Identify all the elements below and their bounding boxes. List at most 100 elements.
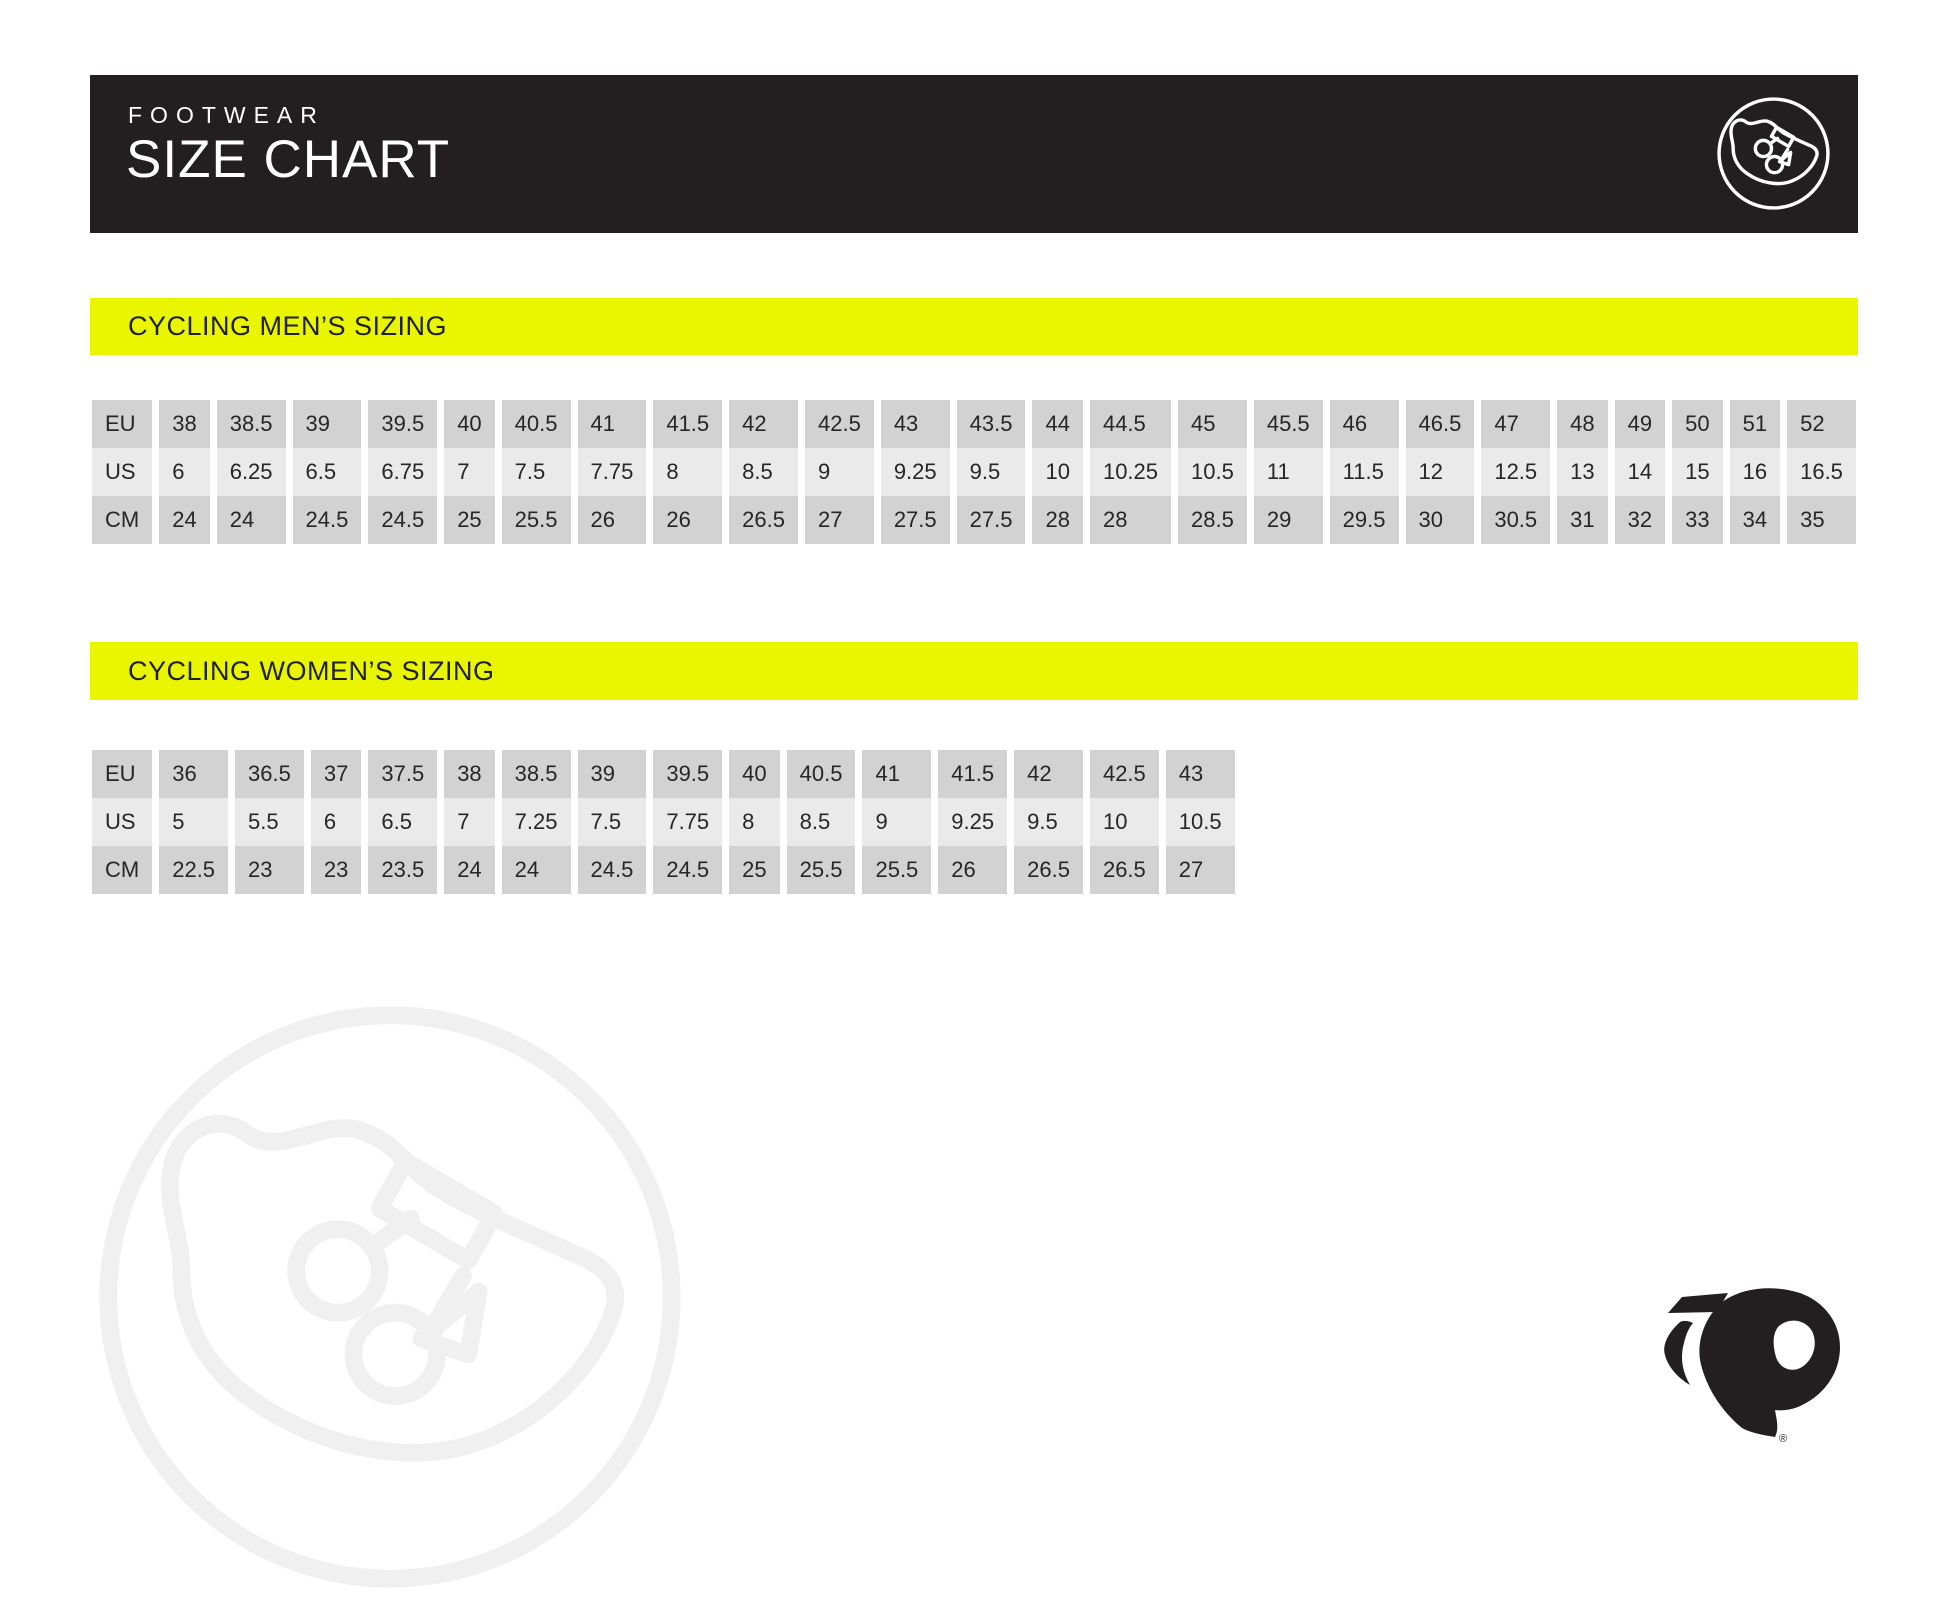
size-cell: 9.5 [1014, 798, 1090, 846]
registered-mark: ® [1779, 1433, 1787, 1445]
size-cell: 29.5 [1329, 496, 1406, 544]
size-cell: 44 [1032, 400, 1090, 448]
size-cell: 41 [577, 400, 654, 448]
size-cell: 25 [444, 496, 502, 544]
size-cell: 39 [577, 750, 654, 798]
size-cell: 30 [1405, 496, 1482, 544]
size-cell: 42.5 [1089, 750, 1166, 798]
size-cell: 8 [729, 798, 787, 846]
size-cell: 23 [310, 846, 369, 894]
size-cell: 26.5 [1089, 846, 1166, 894]
logo-i-dot [1668, 1293, 1728, 1313]
size-cell: 24 [501, 846, 578, 894]
size-cell: 39 [292, 400, 369, 448]
size-cell: 15 [1672, 448, 1730, 496]
section-title: CYCLING MEN’S SIZING [128, 311, 448, 341]
size-cell: 43 [1165, 750, 1235, 798]
size-cell: 46.5 [1405, 400, 1482, 448]
size-cell: 11 [1253, 448, 1330, 496]
size-cell: 27.5 [956, 496, 1033, 544]
size-cell: 14 [1614, 448, 1673, 496]
row-label: US [92, 798, 160, 846]
size-cell: 10.5 [1165, 798, 1235, 846]
size-row-cm: CM 22.5 23 23 23.5 24 24 24.5 24.5 25 25.5 25.5 26 26… [92, 846, 1235, 894]
size-cell: 9.25 [880, 448, 957, 496]
size-table-women: EU 36 36.5 37 37.5 38 38.5 39 39.5 40 40.5 41 41.5 42… [92, 750, 1235, 894]
size-cell: 16.5 [1787, 448, 1856, 496]
size-cell: 26 [938, 846, 1015, 894]
size-cell: 6 [310, 798, 369, 846]
header-eyebrow: FOOTWEAR [128, 102, 325, 128]
size-cell: 38.5 [216, 400, 293, 448]
size-cell: 7 [444, 448, 502, 496]
size-cell: 25.5 [786, 846, 863, 894]
row-label: EU [92, 400, 160, 448]
size-cell: 13 [1557, 448, 1615, 496]
size-cell: 48 [1557, 400, 1615, 448]
size-cell: 5 [159, 798, 236, 846]
size-cell: 32 [1614, 496, 1673, 544]
size-cell: 9.5 [956, 448, 1033, 496]
size-cell: 24 [159, 496, 217, 544]
size-cell: 12 [1405, 448, 1482, 496]
size-cell: 34 [1729, 496, 1788, 544]
size-cell: 30.5 [1481, 496, 1558, 544]
size-cell: 36.5 [235, 750, 311, 798]
size-row-us: US 5 5.5 6 6.5 7 7.25 7.5 7.75 8 8.5 9 9.25 9.5 10 10.5 [92, 798, 1235, 846]
size-cell: 7 [444, 798, 502, 846]
size-cell: 45.5 [1253, 400, 1330, 448]
size-cell: 16 [1729, 448, 1788, 496]
size-row-eu: EU 36 36.5 37 37.5 38 38.5 39 39.5 40 40.5 41 41.5 42… [92, 750, 1235, 798]
size-cell: 38 [444, 750, 502, 798]
size-cell: 23.5 [368, 846, 445, 894]
page-title: SIZE CHART [126, 130, 451, 189]
size-cell: 46 [1329, 400, 1406, 448]
size-cell: 41.5 [653, 400, 730, 448]
size-row-eu: EU 38 38.5 39 39.5 40 40.5 41 41.5 42 42.5 43 43.5 44… [92, 400, 1856, 448]
row-label: CM [92, 846, 160, 894]
size-row-us: US 6 6.25 6.5 6.75 7 7.5 7.75 8 8.5 9 9.25 9.5 10 10.2… [92, 448, 1856, 496]
size-cell: 7.25 [501, 798, 578, 846]
size-cell: 40 [444, 400, 502, 448]
size-cell: 51 [1729, 400, 1788, 448]
size-cell: 26.5 [1014, 846, 1090, 894]
size-cell: 40.5 [501, 400, 578, 448]
size-cell: 42 [729, 400, 805, 448]
size-cell: 6.5 [368, 798, 445, 846]
size-cell: 6.75 [368, 448, 445, 496]
size-cell: 7.75 [653, 798, 730, 846]
size-cell: 25 [729, 846, 787, 894]
size-cell: 37 [310, 750, 369, 798]
size-table-men: EU 38 38.5 39 39.5 40 40.5 41 41.5 42 42.5 43 43.5 44… [92, 400, 1856, 544]
size-cell: 49 [1614, 400, 1673, 448]
size-cell: 36 [159, 750, 236, 798]
size-cell: 38.5 [501, 750, 578, 798]
size-cell: 25.5 [501, 496, 578, 544]
size-cell: 41.5 [938, 750, 1015, 798]
size-cell: 37.5 [368, 750, 445, 798]
size-cell: 24.5 [577, 846, 654, 894]
size-cell: 24.5 [653, 846, 730, 894]
section-header-women: CYCLING WOMEN’S SIZING [90, 642, 1858, 700]
size-cell: 27 [804, 496, 881, 544]
size-cell: 23 [235, 846, 311, 894]
size-cell: 6.25 [216, 448, 293, 496]
size-cell: 11.5 [1329, 448, 1406, 496]
size-cell: 10.5 [1178, 448, 1254, 496]
section-title: CYCLING WOMEN’S SIZING [128, 655, 495, 686]
cycling-shoe-icon [1713, 93, 1834, 214]
size-cell: 52 [1787, 400, 1856, 448]
size-cell: 26 [653, 496, 730, 544]
size-cell: 7.5 [577, 798, 654, 846]
size-cell: 31 [1557, 496, 1615, 544]
size-cell: 7.75 [577, 448, 654, 496]
size-cell: 7.5 [501, 448, 578, 496]
size-cell: 29 [1253, 496, 1330, 544]
size-cell: 24 [216, 496, 293, 544]
size-cell: 9.25 [938, 798, 1015, 846]
size-cell: 40 [729, 750, 787, 798]
row-label: CM [92, 496, 160, 544]
size-cell: 44.5 [1089, 400, 1179, 448]
size-cell: 42 [1014, 750, 1090, 798]
header-banner: FOOTWEAR SIZE CHART [90, 75, 1858, 233]
